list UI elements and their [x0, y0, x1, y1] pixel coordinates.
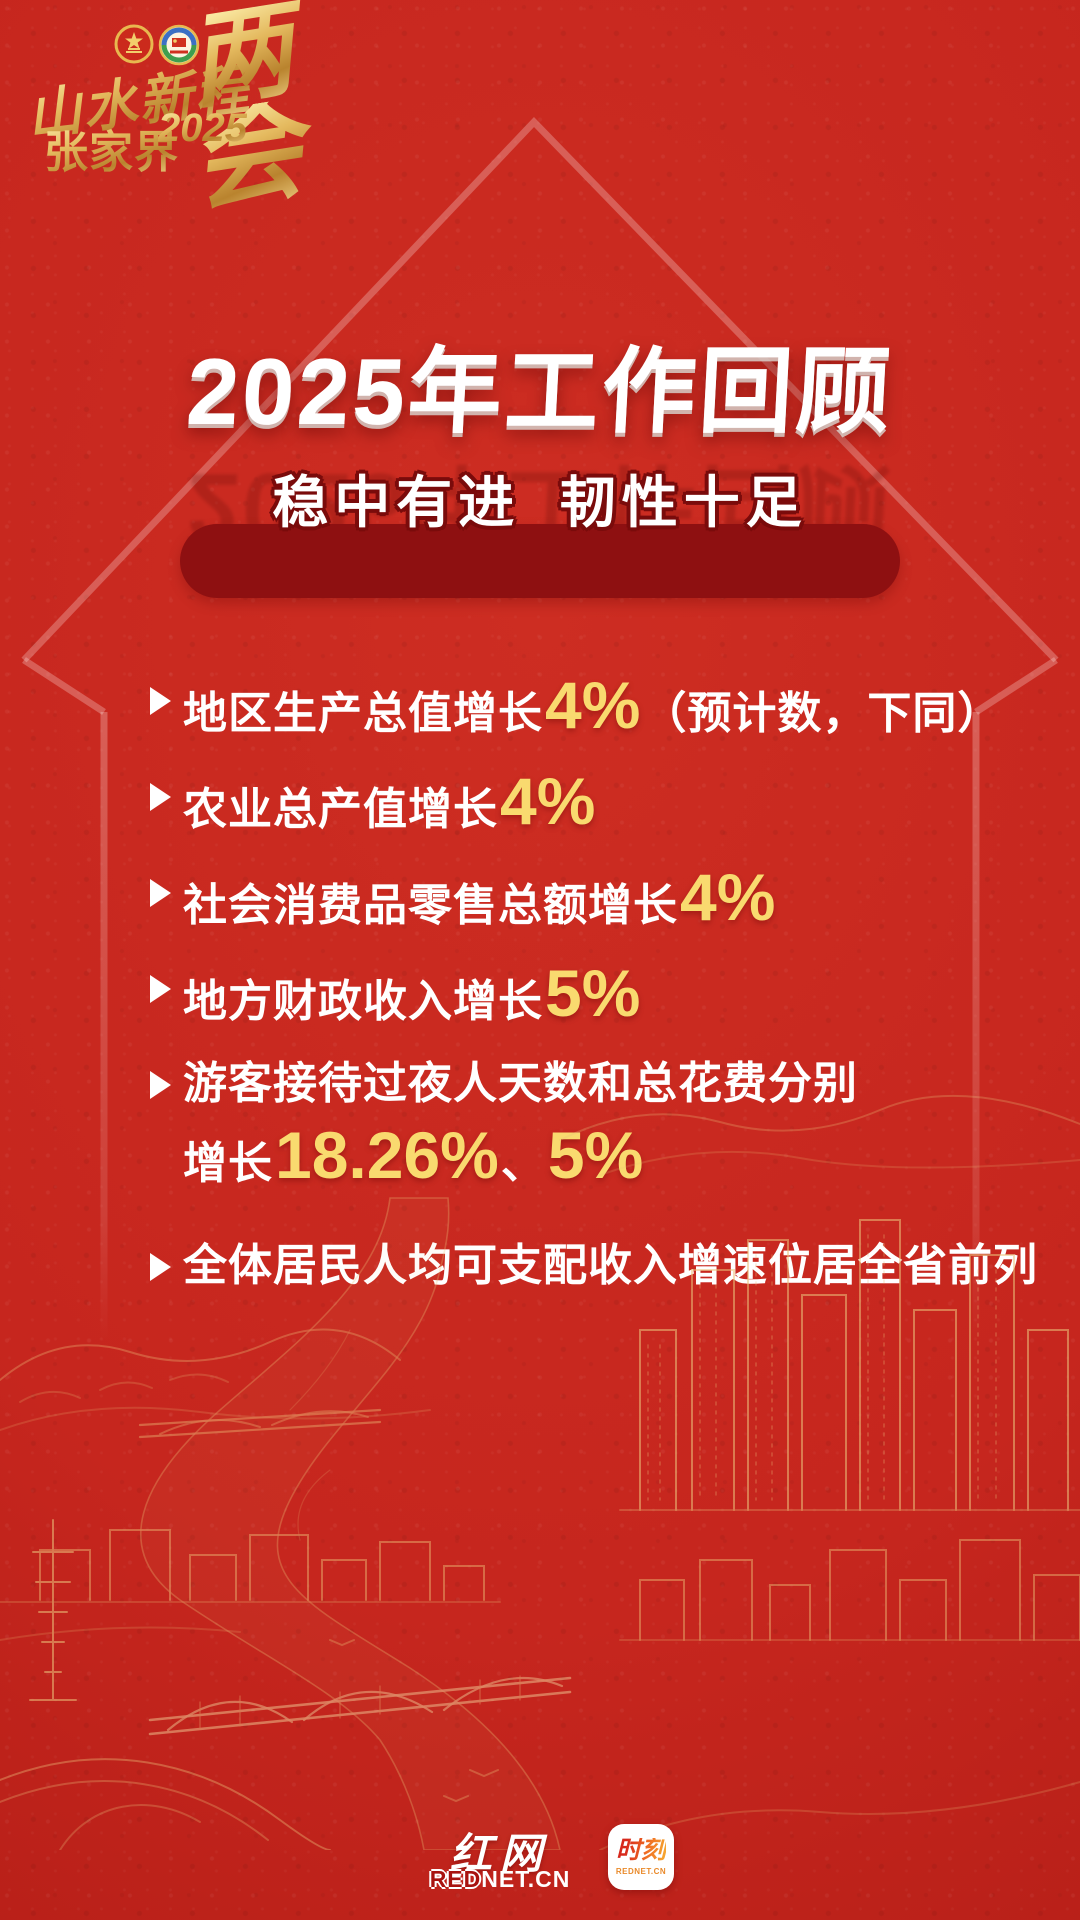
cityscape-illustration	[0, 1094, 1080, 1850]
bullet-arrow-icon	[150, 783, 171, 811]
bullet-line: 社会消费品零售总额增长 4%	[183, 864, 777, 934]
list-item: 地区生产总值增长 4% （预计数，下同）	[150, 672, 1002, 742]
list-item: 游客接待过夜人天数和总花费分别 增长 18.26%、 5%	[150, 1056, 858, 1192]
bullet-arrow-icon	[150, 1253, 171, 1281]
bullet-text: 全体居民人均可支配收入增速位居全省前列	[183, 1241, 1038, 1290]
event-brand-logo: 山水新程 两 会 张家界 2025	[0, 0, 420, 230]
bullet-arrow-icon	[150, 975, 171, 1003]
metric-value: 5%	[545, 956, 641, 1030]
rednet-logo: 红网	[449, 1830, 550, 1877]
brand-year: 2025	[158, 106, 247, 150]
bullet-line: 游客接待过夜人天数和总花费分别	[183, 1056, 858, 1112]
cppcc-emblem-icon	[158, 24, 200, 66]
metric-value: 4%	[500, 764, 596, 838]
list-item: 地方财政收入增长 5%	[150, 960, 642, 1030]
rednet-domain-rest: NET.CN	[481, 1866, 571, 1892]
list-item: 农业总产值增长 4%	[150, 768, 597, 838]
rednet-domain-red: RED	[429, 1866, 482, 1892]
bullet-text: 地方财政收入增长	[183, 977, 543, 1026]
subtitle-band	[180, 524, 900, 598]
list-item: 社会消费品零售总额增长 4%	[150, 864, 777, 934]
page-title: 2025年工作回顾	[184, 339, 896, 444]
national-emblem-icon	[114, 24, 154, 64]
bullet-line: 农业总产值增长 4%	[183, 768, 597, 838]
moment-app-domain: REDNET.CN	[615, 1867, 667, 1876]
list-item: 全体居民人均可支配收入增速位居全省前列	[150, 1238, 1038, 1294]
bullet-text: （预计数，下同）	[642, 689, 1003, 738]
bullet-line: 全体居民人均可支配收入增速位居全省前列	[183, 1238, 1038, 1294]
bullet-text: 、	[500, 1139, 546, 1188]
metric-value: 4%	[545, 668, 641, 742]
bullet-arrow-icon	[150, 1071, 171, 1099]
bullet-text: 地区生产总值增长	[183, 689, 543, 738]
bullet-text: 农业总产值增长	[183, 785, 498, 834]
moment-app-name: 时刻	[615, 1836, 666, 1864]
bullet-arrow-icon	[150, 879, 171, 907]
bullet-line: 地方财政收入增长 5%	[183, 960, 642, 1030]
moment-app-icon: 时刻 REDNET.CN	[608, 1824, 674, 1890]
metric-value: 18.26%	[275, 1118, 499, 1192]
bullet-text: 游客接待过夜人天数和总花费分别	[183, 1059, 858, 1108]
metric-value: 4%	[680, 860, 776, 934]
subtitle: 稳中有进 韧性十足	[272, 471, 808, 534]
bullet-line: 地区生产总值增长 4% （预计数，下同）	[183, 672, 1002, 742]
metric-value: 5%	[547, 1118, 644, 1192]
bullet-arrow-icon	[150, 687, 171, 715]
brand-city: 张家界	[44, 116, 179, 180]
bullet-text: 增长	[183, 1139, 273, 1188]
bullet-line: 增长 18.26%、 5%	[183, 1122, 858, 1192]
bullet-text: 社会消费品零售总额增长	[183, 881, 678, 930]
rednet-domain: REDNET.CN	[408, 1866, 592, 1893]
